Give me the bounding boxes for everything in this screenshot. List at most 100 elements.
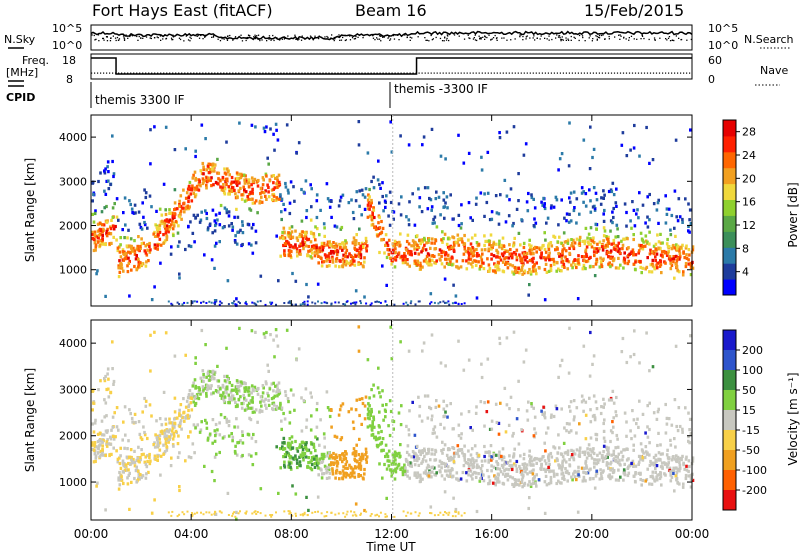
velocity-cell <box>596 453 599 457</box>
nave-point <box>472 72 474 74</box>
velocity-cell <box>184 405 188 409</box>
power-cell <box>516 270 519 274</box>
power-cell <box>276 179 279 183</box>
velocity-cell <box>276 394 279 398</box>
velocity-cell <box>179 414 183 418</box>
velocity-cell <box>652 455 656 460</box>
velocity-cell <box>278 447 282 451</box>
velocity-cell <box>208 432 212 436</box>
velocity-cell <box>316 463 319 467</box>
n-search-point <box>486 36 488 39</box>
velocity-cell <box>270 397 274 401</box>
velocity-cell <box>315 425 319 429</box>
velocity-cell <box>407 453 411 457</box>
power-cell <box>288 243 292 248</box>
nave-point <box>385 72 387 74</box>
power-cell <box>349 254 353 258</box>
power-cell <box>135 247 139 251</box>
power-cell <box>115 215 119 219</box>
power-cell <box>547 242 551 246</box>
power-cell <box>322 245 325 249</box>
velocity-cell <box>219 387 222 391</box>
power-cell <box>301 244 305 248</box>
power-cell <box>159 243 163 247</box>
velocity-cell <box>654 453 658 457</box>
power-cell <box>328 199 331 203</box>
velocity-cell <box>235 517 238 521</box>
velocity-cell <box>557 463 560 467</box>
power-cell <box>230 180 234 184</box>
power-cell <box>227 210 231 214</box>
velocity-cell <box>269 333 272 337</box>
power-cell <box>463 247 467 251</box>
velocity-cell <box>629 429 632 433</box>
power-cell <box>365 240 368 244</box>
power-cell <box>428 196 431 201</box>
power-cell <box>521 251 525 255</box>
power-cell <box>360 188 364 192</box>
n-search-point <box>318 35 320 37</box>
power-cell <box>607 262 610 266</box>
power-cell <box>155 209 158 213</box>
velocity-cell <box>289 467 293 471</box>
power-cell <box>648 270 651 274</box>
velocity-cell <box>600 476 604 481</box>
power-cell <box>582 138 586 142</box>
velocity-cell <box>160 429 164 433</box>
power-cell <box>265 174 268 178</box>
velocity-cell <box>418 414 421 418</box>
velocity-cell <box>315 454 318 458</box>
power-cell <box>562 231 566 235</box>
power-cell <box>648 218 651 222</box>
velocity-cell <box>637 462 640 466</box>
n-search-point <box>608 35 610 38</box>
velocity-cell <box>194 356 197 360</box>
power-cell <box>117 275 121 279</box>
power-cell <box>637 259 641 264</box>
power-cell <box>652 202 656 206</box>
velocity-cell <box>106 438 109 442</box>
power-cell <box>217 171 221 175</box>
power-cell <box>666 251 670 255</box>
velocity-cell <box>418 449 421 453</box>
nave-point <box>601 72 603 74</box>
velocity-cell <box>555 407 559 411</box>
n-search-point <box>327 38 330 40</box>
power-cell <box>203 253 206 257</box>
velocity-cell <box>669 473 672 477</box>
power-cell <box>164 231 168 235</box>
velocity-cell <box>162 443 165 447</box>
velocity-cell <box>691 459 695 463</box>
power-cell <box>655 208 659 212</box>
power-cell <box>425 241 428 245</box>
velocity-cell <box>689 432 693 436</box>
power-cell <box>431 221 435 225</box>
velocity-cell <box>113 411 116 415</box>
velocity-cell <box>532 468 535 472</box>
power-cell <box>561 264 564 268</box>
velocity-cell <box>486 357 490 361</box>
velocity-cell <box>310 462 314 467</box>
velocity-cell <box>532 481 535 485</box>
power-cell <box>112 227 116 231</box>
power-cell <box>665 242 669 246</box>
nave-point <box>145 72 147 74</box>
power-cell <box>488 269 491 273</box>
velocity-cell <box>379 442 382 446</box>
velocity-cell <box>235 391 239 396</box>
velocity-cell <box>400 404 403 408</box>
power-cell <box>532 269 535 273</box>
power-cell <box>354 239 358 243</box>
power-cell <box>99 229 103 233</box>
velocity-cell <box>127 461 130 466</box>
power-cell <box>286 188 290 192</box>
velocity-cell <box>420 419 424 423</box>
freq-panel-frame <box>90 53 693 80</box>
velocity-cell <box>665 422 669 426</box>
power-cell <box>632 251 635 255</box>
velocity-cell <box>389 409 393 414</box>
n-search-point <box>560 40 562 42</box>
power-cell <box>612 242 615 246</box>
velocity-cell <box>256 420 259 424</box>
